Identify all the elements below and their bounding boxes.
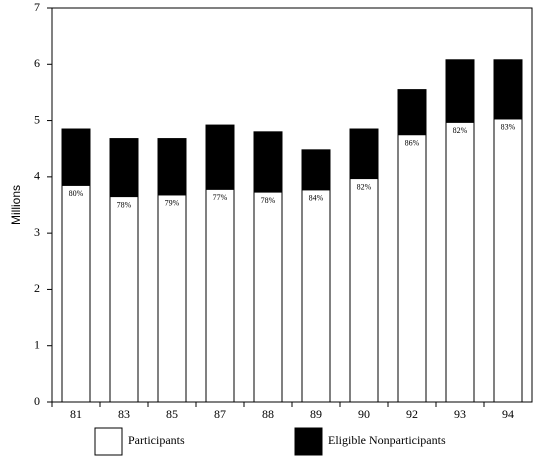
- percent-label: 82%: [453, 126, 468, 135]
- bar-segment: [253, 131, 283, 193]
- y-tick-label: 3: [34, 225, 40, 239]
- y-tick-label: 6: [34, 56, 40, 70]
- bar-segment: [493, 59, 523, 120]
- y-tick-label: 5: [34, 112, 40, 126]
- bar-segment: [205, 124, 235, 190]
- percent-label: 79%: [165, 199, 180, 208]
- legend-label: Participants: [128, 433, 185, 447]
- percent-label: 83%: [501, 123, 516, 132]
- x-tick-label: 85: [166, 407, 178, 421]
- x-tick-label: 87: [214, 407, 226, 421]
- y-tick-label: 7: [34, 0, 40, 14]
- percent-label: 78%: [117, 200, 132, 209]
- bar-segment: [349, 178, 379, 403]
- legend-swatch: [294, 427, 323, 456]
- bar-segment: [157, 138, 187, 196]
- bar-segment: [349, 128, 379, 180]
- percent-label: 77%: [213, 193, 228, 202]
- bar-segment: [301, 189, 331, 403]
- x-tick-label: 88: [262, 407, 274, 421]
- y-tick-label: 4: [34, 169, 40, 183]
- bar-segment: [397, 134, 427, 403]
- legend-label: Eligible Nonparticipants: [328, 433, 446, 447]
- x-tick-label: 90: [358, 407, 370, 421]
- percent-label: 78%: [261, 196, 276, 205]
- bar-segment: [61, 184, 91, 403]
- x-tick-label: 83: [118, 407, 130, 421]
- y-tick-label: 0: [34, 394, 40, 408]
- percent-label: 80%: [69, 189, 84, 198]
- x-tick-label: 89: [310, 407, 322, 421]
- x-tick-label: 92: [406, 407, 418, 421]
- y-tick-label: 1: [34, 337, 40, 351]
- bar-segment: [253, 191, 283, 403]
- percent-label: 82%: [357, 182, 372, 191]
- bar-segment: [445, 59, 475, 123]
- y-axis-label: Millions: [9, 185, 23, 225]
- legend-swatch: [94, 427, 123, 456]
- bar-segment: [397, 89, 427, 136]
- x-tick-label: 94: [502, 407, 514, 421]
- bar-segment: [109, 138, 139, 198]
- bar-segment: [157, 194, 187, 403]
- bar-segment: [205, 188, 235, 403]
- y-tick-label: 2: [34, 281, 40, 295]
- bar-segment: [301, 149, 331, 191]
- x-tick-label: 81: [70, 407, 82, 421]
- percent-label: 86%: [405, 138, 420, 147]
- percent-label: 84%: [309, 194, 324, 203]
- bar-segment: [61, 128, 91, 186]
- bar-segment: [493, 118, 523, 403]
- bar-segment: [445, 121, 475, 403]
- x-tick-label: 93: [454, 407, 466, 421]
- bar-segment: [109, 196, 139, 403]
